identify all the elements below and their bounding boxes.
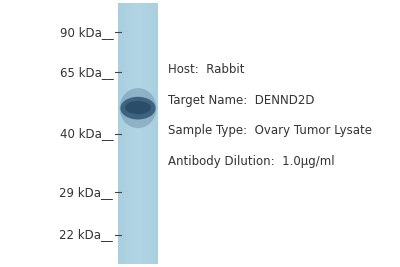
Bar xyxy=(136,3,137,264)
Bar xyxy=(137,3,138,264)
Bar xyxy=(143,3,144,264)
Bar xyxy=(145,3,146,264)
Bar xyxy=(152,3,153,264)
Bar xyxy=(118,3,119,264)
Bar xyxy=(126,3,127,264)
Bar xyxy=(154,3,155,264)
Bar xyxy=(125,3,126,264)
Bar xyxy=(130,3,131,264)
Bar xyxy=(138,3,139,264)
Bar xyxy=(127,3,128,264)
Bar xyxy=(142,3,143,264)
Text: Antibody Dilution:  1.0µg/ml: Antibody Dilution: 1.0µg/ml xyxy=(168,155,335,168)
Bar xyxy=(149,3,150,264)
Bar xyxy=(131,3,132,264)
Bar xyxy=(156,3,157,264)
Text: Target Name:  DENND2D: Target Name: DENND2D xyxy=(168,94,314,107)
Bar xyxy=(139,3,140,264)
Bar xyxy=(129,3,130,264)
Ellipse shape xyxy=(120,88,156,128)
Bar xyxy=(118,3,158,264)
Bar xyxy=(141,3,142,264)
Text: 22 kDa__: 22 kDa__ xyxy=(60,229,113,241)
Text: 90 kDa__: 90 kDa__ xyxy=(60,26,113,38)
Bar xyxy=(119,3,120,264)
Text: 29 kDa__: 29 kDa__ xyxy=(60,186,113,199)
Ellipse shape xyxy=(125,101,151,114)
Bar xyxy=(123,3,124,264)
Text: Sample Type:  Ovary Tumor Lysate: Sample Type: Ovary Tumor Lysate xyxy=(168,124,372,137)
Text: 65 kDa__: 65 kDa__ xyxy=(60,66,113,78)
Bar xyxy=(120,3,121,264)
Text: Host:  Rabbit: Host: Rabbit xyxy=(168,63,244,76)
Bar xyxy=(146,3,147,264)
Bar xyxy=(134,3,135,264)
Bar xyxy=(135,3,136,264)
Text: 40 kDa__: 40 kDa__ xyxy=(60,127,113,140)
Bar xyxy=(148,3,149,264)
Bar xyxy=(121,3,122,264)
Bar xyxy=(147,3,148,264)
Bar xyxy=(140,3,141,264)
Bar xyxy=(122,3,123,264)
Bar xyxy=(144,3,145,264)
Bar xyxy=(128,3,129,264)
Bar xyxy=(157,3,158,264)
Bar xyxy=(155,3,156,264)
Ellipse shape xyxy=(120,97,156,120)
Bar xyxy=(150,3,151,264)
Bar xyxy=(153,3,154,264)
Bar xyxy=(151,3,152,264)
Bar xyxy=(124,3,125,264)
Bar xyxy=(133,3,134,264)
Bar xyxy=(132,3,133,264)
